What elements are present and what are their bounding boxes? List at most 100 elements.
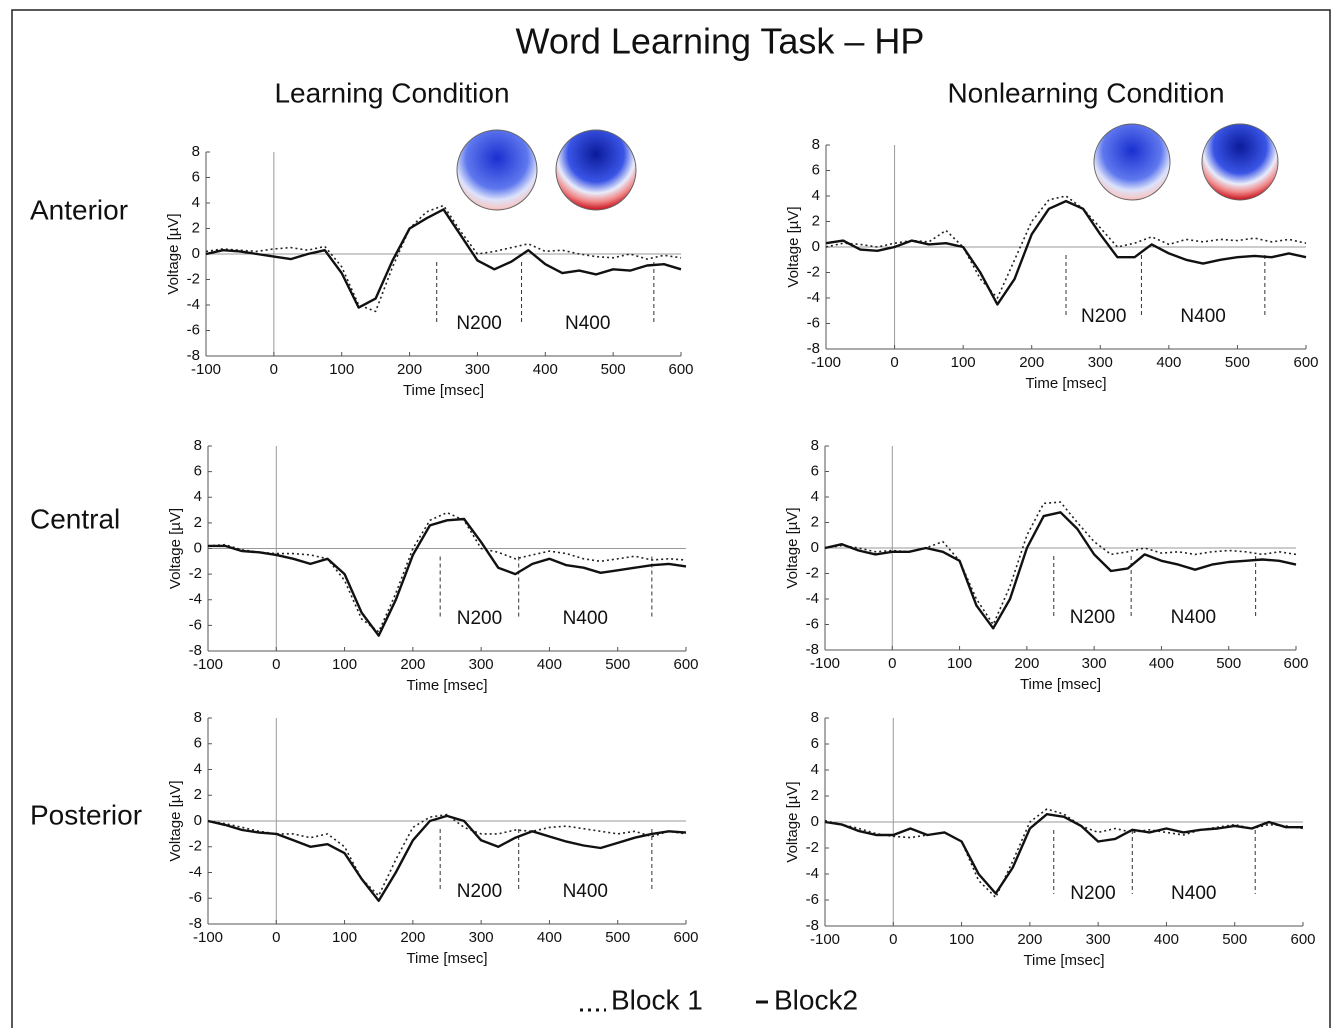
y-tick-label: -6 xyxy=(187,321,200,338)
y-tick-label: 0 xyxy=(811,539,819,556)
y-tick-label: 4 xyxy=(812,187,820,204)
x-tick-label: 600 xyxy=(668,361,693,378)
y-tick-label: -2 xyxy=(189,565,202,582)
y-tick-label: 8 xyxy=(192,143,200,160)
legend: Block 1 Block2 xyxy=(580,984,858,1015)
x-tick-label: 300 xyxy=(1086,931,1111,948)
x-axis-label: Time [msec] xyxy=(403,382,484,399)
plot: -8 -6 -4 -2 0 2 4 6 8 -100 0 100 200 300 400 500 600 Time… xyxy=(784,709,1316,969)
series-line xyxy=(824,808,1304,899)
series-line xyxy=(207,814,687,902)
y-tick-label: -8 xyxy=(189,915,202,932)
x-tick-label: 100 xyxy=(332,656,357,673)
y-tick-label: -2 xyxy=(189,838,202,855)
legend-label: Block 1 xyxy=(611,984,703,1015)
annotation: N200 xyxy=(1081,306,1126,327)
topomap xyxy=(555,129,637,211)
annotation: N400 xyxy=(563,608,608,629)
annotation: N200 xyxy=(1070,607,1115,628)
y-tick-label: -8 xyxy=(806,917,819,934)
y-tick-label: 2 xyxy=(812,212,820,229)
x-tick-label: 100 xyxy=(947,655,972,672)
y-axis-label: Voltage [µV] xyxy=(165,213,182,294)
annotation: N200 xyxy=(456,313,501,334)
annotation: N400 xyxy=(563,881,608,902)
row-label: Anterior xyxy=(30,194,128,225)
annotation: N200 xyxy=(457,881,502,902)
x-tick-label: 0 xyxy=(272,656,280,673)
series-line xyxy=(824,511,1297,630)
y-tick-label: -8 xyxy=(189,642,202,659)
x-tick-label: 500 xyxy=(605,656,630,673)
x-axis-label: Time [msec] xyxy=(1020,676,1101,693)
y-tick-label: -6 xyxy=(189,889,202,906)
annotation: N400 xyxy=(1171,607,1216,628)
x-tick-label: 200 xyxy=(1017,931,1042,948)
y-tick-label: 2 xyxy=(192,219,200,236)
y-tick-label: -2 xyxy=(806,564,819,581)
series-line xyxy=(205,208,682,309)
y-tick-label: -8 xyxy=(806,641,819,658)
y-tick-label: -6 xyxy=(807,314,820,331)
figure-border xyxy=(11,9,1331,1028)
x-tick-label: 0 xyxy=(889,931,897,948)
y-tick-label: -8 xyxy=(187,347,200,364)
x-tick-label: 400 xyxy=(537,656,562,673)
y-tick-label: 2 xyxy=(811,513,819,530)
x-tick-label: 100 xyxy=(332,929,357,946)
x-tick-label: 200 xyxy=(400,656,425,673)
y-tick-label: -4 xyxy=(807,289,820,306)
x-tick-label: 500 xyxy=(1216,655,1241,672)
y-tick-label: 4 xyxy=(192,194,200,211)
x-tick-label: 300 xyxy=(465,361,490,378)
y-axis-label: Voltage [µV] xyxy=(167,508,184,589)
y-tick-label: 4 xyxy=(811,761,819,778)
x-tick-label: 200 xyxy=(400,929,425,946)
x-axis-label: Time [msec] xyxy=(406,950,487,967)
x-tick-label: 500 xyxy=(1222,931,1247,948)
x-tick-label: 400 xyxy=(1149,655,1174,672)
x-tick-label: 500 xyxy=(605,929,630,946)
y-tick-label: -4 xyxy=(806,590,819,607)
y-tick-label: 6 xyxy=(811,735,819,752)
y-tick-label: -4 xyxy=(189,863,202,880)
series-line xyxy=(207,511,687,633)
series-line xyxy=(205,204,682,313)
x-tick-label: 0 xyxy=(890,354,898,371)
y-tick-label: 0 xyxy=(194,812,202,829)
x-tick-label: -100 xyxy=(193,929,223,946)
y-tick-label: 4 xyxy=(194,488,202,505)
x-tick-label: 300 xyxy=(1088,354,1113,371)
x-tick-label: 0 xyxy=(270,361,278,378)
y-tick-label: 8 xyxy=(194,709,202,726)
y-tick-label: -2 xyxy=(187,270,200,287)
x-tick-label: 0 xyxy=(888,655,896,672)
x-tick-label: 300 xyxy=(469,929,494,946)
series-line xyxy=(825,199,1307,306)
y-tick-label: 6 xyxy=(194,463,202,480)
row-label: Posterior xyxy=(30,799,142,830)
y-tick-label: 8 xyxy=(811,709,819,726)
topomap xyxy=(456,129,538,211)
x-tick-label: 0 xyxy=(272,929,280,946)
x-tick-label: 600 xyxy=(1293,354,1318,371)
y-tick-label: -4 xyxy=(189,591,202,608)
annotation: N400 xyxy=(1171,883,1216,904)
x-tick-label: 400 xyxy=(537,929,562,946)
column-title: Nonlearning Condition xyxy=(947,77,1224,108)
plot: -8 -6 -4 -2 0 2 4 6 8 -100 0 100 200 300 400 500 600 Time… xyxy=(167,709,699,967)
x-tick-label: 300 xyxy=(469,656,494,673)
x-tick-label: -100 xyxy=(191,361,221,378)
topomap xyxy=(1093,123,1171,201)
y-tick-label: -4 xyxy=(806,865,819,882)
x-tick-label: 200 xyxy=(1019,354,1044,371)
y-tick-label: 0 xyxy=(812,238,820,255)
x-axis-label: Time [msec] xyxy=(1023,952,1104,969)
y-tick-label: 0 xyxy=(194,539,202,556)
x-tick-label: 600 xyxy=(1283,655,1308,672)
x-tick-label: -100 xyxy=(811,354,841,371)
y-tick-label: 8 xyxy=(194,437,202,454)
y-tick-label: -4 xyxy=(187,296,200,313)
